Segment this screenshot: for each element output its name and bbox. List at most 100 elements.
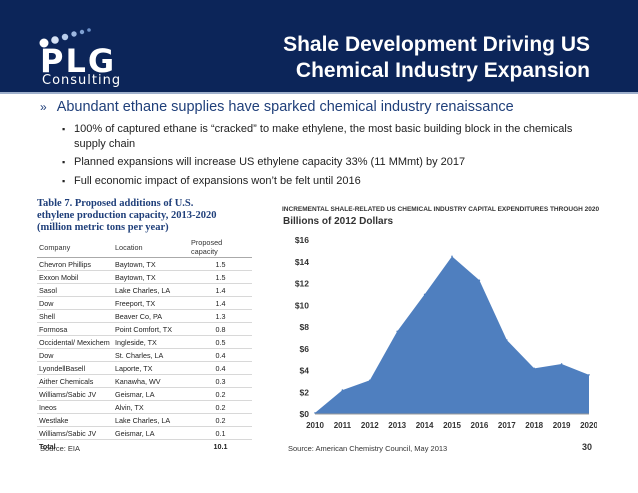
table-row: Shell Beaver Co, PA 1.3 — [37, 309, 252, 323]
cell-capacity: 0.1 — [189, 426, 252, 440]
main-bullet-text: Abundant ethane supplies have sparked ch… — [56, 99, 514, 115]
cell-capacity: 0.3 — [189, 374, 252, 388]
capacity-table: Company Location Proposed capacity Chevr… — [37, 237, 252, 452]
x-tick-label: 2016 — [471, 421, 489, 430]
table-title: Table 7. Proposed additions of U.S. ethy… — [37, 198, 252, 234]
x-tick-label: 2017 — [498, 421, 516, 430]
cell-capacity: 1.5 — [189, 270, 252, 284]
data-point — [451, 255, 453, 258]
slide-title: Shale Development Driving US Chemical In… — [283, 32, 590, 84]
slide-title-line1: Shale Development Driving US — [283, 33, 590, 56]
cell-location: Point Comfort, TX — [113, 322, 189, 336]
table-title-line3: (million metric tons per year) — [37, 222, 169, 233]
x-tick-label: 2020 — [580, 421, 597, 430]
cell-company: Williams/Sabic JV — [37, 387, 113, 401]
table-row: Westlake Lake Charles, LA 0.2 — [37, 413, 252, 427]
cell-location: Geismar, LA — [113, 387, 189, 401]
cell-capacity: 0.2 — [189, 413, 252, 427]
cell-company: Chevron Phillips — [37, 257, 113, 271]
sub-bullet: 100% of captured ethane is “cracked” to … — [62, 122, 602, 151]
cell-location: Kanawha, WV — [113, 374, 189, 388]
cell-location: St. Charles, LA — [113, 348, 189, 362]
y-tick-label: $14 — [295, 257, 309, 267]
cell-capacity: 0.5 — [189, 335, 252, 349]
table-row: Sasol Lake Charles, LA 1.4 — [37, 283, 252, 297]
cell-location: Laporte, TX — [113, 361, 189, 375]
col-header-capacity: Proposed capacity — [189, 237, 252, 258]
cell-location: Lake Charles, LA — [113, 413, 189, 427]
cell-location: Baytown, TX — [113, 257, 189, 271]
y-tick-label: $2 — [300, 387, 310, 397]
cell-company: Westlake — [37, 413, 113, 427]
table-header-row: Company Location Proposed capacity — [37, 237, 252, 258]
data-point — [314, 412, 316, 414]
total-value: 10.1 — [213, 441, 228, 451]
data-point — [506, 339, 508, 341]
table-row: LyondellBasell Laporte, TX 0.4 — [37, 361, 252, 375]
sub-bullet: Planned expansions will increase US ethy… — [62, 155, 602, 170]
cell-company: Aither Chemicals — [37, 374, 113, 388]
cell-capacity: 1.4 — [189, 296, 252, 310]
table-row: Ineos Alvin, TX 0.2 — [37, 400, 252, 414]
cell-location: Alvin, TX — [113, 400, 189, 414]
source-right: Source: American Chemistry Council, May … — [288, 444, 448, 453]
x-tick-label: 2013 — [388, 421, 406, 430]
cell-location: Lake Charles, LA — [113, 283, 189, 297]
table-row: Aither Chemicals Kanawha, WV 0.3 — [37, 374, 252, 388]
cell-company: LyondellBasell — [37, 361, 113, 375]
cell-company: Williams/Sabic JV — [37, 426, 113, 440]
chart-subtitle: Billions of 2012 Dollars — [283, 216, 394, 227]
cell-location: Ingleside, TX — [113, 335, 189, 349]
table-row: Occidental/ Mexichem Ingleside, TX 0.5 — [37, 335, 252, 349]
cell-capacity: 0.4 — [189, 348, 252, 362]
x-tick-label: 2011 — [334, 421, 352, 430]
cell-capacity: 1.4 — [189, 283, 252, 297]
cell-location: Baytown, TX — [113, 270, 189, 284]
capex-chart-panel: INCREMENTAL SHALE-RELATED US CHEMICAL IN… — [277, 206, 599, 434]
y-tick-label: $8 — [300, 322, 310, 332]
data-point — [396, 330, 398, 333]
table-row: Formosa Point Comfort, TX 0.8 — [37, 322, 252, 336]
table-title-line2: ethylene production capacity, 2013-2020 — [37, 210, 217, 221]
cell-location: Beaver Co, PA — [113, 309, 189, 323]
logo-text: PLG — [40, 42, 117, 80]
table-total-row: Total 10.1 — [37, 440, 252, 453]
cell-location: Freeport, TX — [113, 296, 189, 310]
y-tick-label: $4 — [300, 366, 310, 376]
sub-bullet: Full economic impact of expansions won’t… — [62, 174, 602, 189]
y-tick-label: $12 — [295, 279, 309, 289]
cell-capacity: 0.2 — [189, 387, 252, 401]
x-tick-label: 2010 — [306, 421, 324, 430]
table-title-line1: Table 7. Proposed additions of U.S. — [37, 198, 194, 209]
data-point — [533, 367, 535, 370]
table-row: Exxon Mobil Baytown, TX 1.5 — [37, 270, 252, 284]
data-point — [369, 379, 371, 382]
x-tick-label: 2015 — [443, 421, 461, 430]
double-chevron-icon: » — [40, 100, 47, 114]
cell-company: Dow — [37, 348, 113, 362]
cell-capacity: 0.8 — [189, 322, 252, 336]
x-tick-label: 2014 — [416, 421, 434, 430]
page-number: 30 — [582, 442, 593, 452]
table-row: Williams/Sabic JV Geismar, LA 0.1 — [37, 426, 252, 440]
table-row: Dow St. Charles, LA 0.4 — [37, 348, 252, 362]
cell-capacity: 1.5 — [189, 257, 252, 271]
table-body: Chevron Phillips Baytown, TX 1.5 Exxon Mobi… — [37, 257, 252, 453]
sub-bullet-list: 100% of captured ethane is “cracked” to … — [62, 122, 602, 192]
cell-capacity: 1.3 — [189, 309, 252, 323]
x-tick-label: 2012 — [361, 421, 379, 430]
slide-title-line2: Chemical Industry Expansion — [295, 59, 590, 82]
source-left: Source: EIA — [40, 444, 81, 453]
main-bullet: » Abundant ethane supplies have sparked c… — [40, 99, 514, 115]
data-point — [588, 374, 590, 376]
cell-location: Geismar, LA — [113, 426, 189, 440]
cell-capacity: 0.4 — [189, 361, 252, 375]
cell-company: Ineos — [37, 400, 113, 414]
col-header-location: Location — [113, 237, 189, 258]
data-point — [423, 293, 426, 296]
header-banner: PLG Consulting Shale Development Driving… — [0, 0, 638, 92]
y-tick-label: $16 — [295, 235, 309, 245]
col-header-company: Company — [37, 237, 113, 258]
table-row: Dow Freeport, TX 1.4 — [37, 296, 252, 310]
logo-subtext: Consulting — [42, 73, 122, 88]
